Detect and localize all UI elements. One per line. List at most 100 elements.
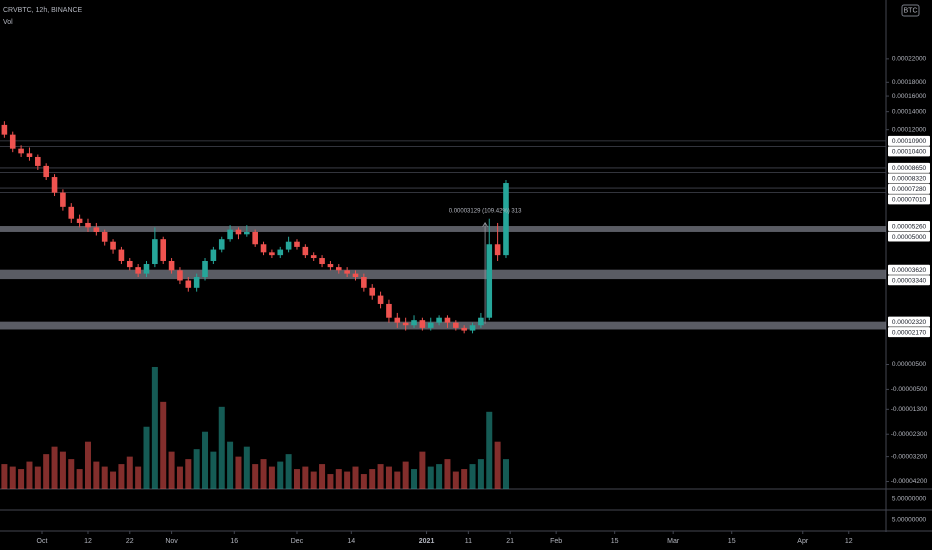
- volume-bar: [268, 466, 275, 489]
- candle-body: [193, 277, 200, 288]
- volume-title: Vol: [3, 19, 13, 26]
- volume-bar: [34, 466, 41, 489]
- volume-bar: [461, 469, 468, 489]
- volume-bar: [126, 456, 133, 489]
- candle-body: [35, 156, 41, 166]
- x-tick-label: 12: [845, 538, 853, 545]
- lower-pane-label: 5.00000000: [892, 517, 927, 524]
- candle-body: [310, 255, 317, 259]
- level-label: 0.00005260: [892, 223, 927, 230]
- volume-bar: [76, 469, 83, 489]
- volume-bar: [436, 464, 443, 489]
- level-label: 0.00002320: [892, 319, 927, 326]
- volume-bar: [218, 406, 225, 489]
- volume-bar: [419, 451, 426, 489]
- x-tick-label: Apr: [797, 538, 809, 545]
- volume-bar: [168, 451, 175, 489]
- candle-body: [210, 249, 217, 261]
- volume-bar: [502, 459, 509, 489]
- volume-bar: [285, 454, 292, 489]
- candle-body: [269, 252, 275, 256]
- volume-bar: [319, 464, 326, 489]
- candle-body: [402, 322, 409, 326]
- candle-body: [494, 244, 501, 256]
- volume-bar: [110, 471, 117, 489]
- currency-badge[interactable]: [901, 4, 920, 17]
- volume-bar: [377, 464, 384, 489]
- volume-bar: [293, 469, 300, 489]
- currency-label[interactable]: BTC: [904, 7, 918, 14]
- candle-body: [85, 222, 91, 228]
- level-band: [0, 269, 886, 280]
- level-label-box: [888, 316, 930, 327]
- level-label-box: [888, 183, 930, 194]
- volume-bar: [335, 469, 342, 489]
- candle-body: [135, 267, 141, 274]
- candle-body: [252, 231, 258, 245]
- candle-body: [60, 192, 66, 207]
- volume-bar: [18, 469, 25, 489]
- volume-bar: [227, 441, 234, 489]
- volume-bar: [302, 466, 309, 489]
- candle-body: [344, 270, 350, 274]
- volume-bar: [185, 459, 192, 489]
- level-label-box: [888, 327, 930, 338]
- candle-body: [294, 241, 300, 247]
- candle-body: [160, 239, 167, 261]
- candle-body: [277, 249, 284, 256]
- x-tick-label: Nov: [165, 538, 178, 545]
- candle-body: [411, 320, 417, 326]
- x-tick-label: 21: [506, 538, 514, 545]
- candle-body: [369, 287, 376, 296]
- level-label: 0.00003340: [892, 277, 927, 284]
- x-tick-label: 2021: [419, 538, 435, 545]
- volume-bar: [151, 366, 158, 489]
- volume-bar: [411, 469, 418, 489]
- candle-body: [168, 260, 175, 271]
- x-tick-label: 12: [84, 538, 92, 545]
- level-label-box: [888, 221, 930, 232]
- level-label-box: [888, 146, 930, 157]
- lower-pane-label: 5.00000000: [892, 496, 927, 503]
- volume-bar: [160, 401, 167, 489]
- candle-body: [377, 295, 384, 304]
- candle-body: [110, 241, 116, 250]
- candle-body: [436, 317, 442, 323]
- volume-bar: [427, 466, 434, 489]
- candle-body: [9, 134, 16, 149]
- level-band: [0, 321, 886, 330]
- candle-body: [235, 229, 242, 235]
- candle-body: [327, 264, 334, 268]
- x-tick-label: 16: [230, 538, 238, 545]
- level-label-box: [888, 194, 930, 205]
- y-tick-label: 0.00022000: [892, 56, 927, 63]
- volume-bar: [101, 466, 108, 489]
- volume-bar: [143, 426, 150, 489]
- volume-bar: [68, 459, 75, 489]
- candle-body: [1, 124, 8, 135]
- candle-body: [101, 231, 108, 242]
- volume-bar: [210, 451, 217, 489]
- y2-tick-label: -0.00000500: [891, 386, 928, 393]
- level-label: 0.00002170: [892, 329, 927, 336]
- candle-body: [486, 244, 493, 318]
- volume-bar: [176, 466, 183, 489]
- volume-bar: [51, 446, 58, 489]
- volume-bar: [394, 471, 401, 489]
- volume-bar: [360, 474, 367, 489]
- level-label: 0.00010400: [892, 149, 927, 156]
- y2-tick-label: 0.00000500: [892, 361, 927, 368]
- level-label-box: [888, 231, 930, 242]
- level-label-box: [888, 264, 930, 275]
- candle-body: [218, 239, 225, 250]
- candle-body: [453, 322, 459, 328]
- level-label-box: [888, 173, 930, 184]
- candle-body: [335, 267, 342, 271]
- x-tick-label: 22: [126, 538, 134, 545]
- candle-body: [244, 231, 250, 235]
- level-label: 0.00007280: [892, 186, 927, 193]
- candle-body: [76, 218, 83, 223]
- volume-bar: [310, 471, 317, 489]
- candle-body: [461, 327, 467, 331]
- volume-bar: [469, 464, 476, 489]
